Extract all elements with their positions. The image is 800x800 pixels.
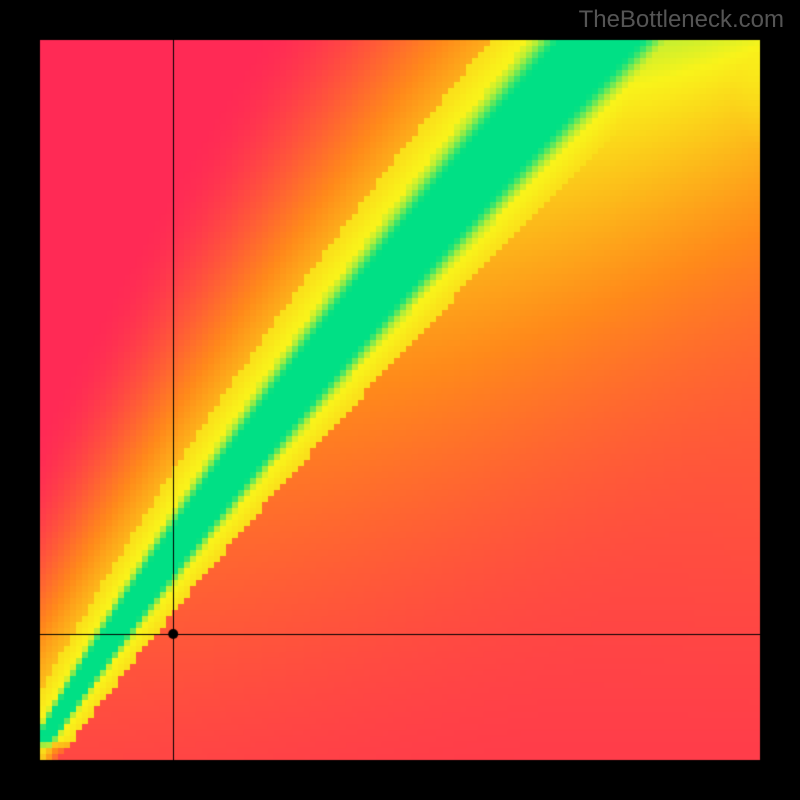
heatmap-canvas: [0, 0, 800, 800]
chart-root: TheBottleneck.com: [0, 0, 800, 800]
watermark-label: TheBottleneck.com: [579, 6, 784, 34]
